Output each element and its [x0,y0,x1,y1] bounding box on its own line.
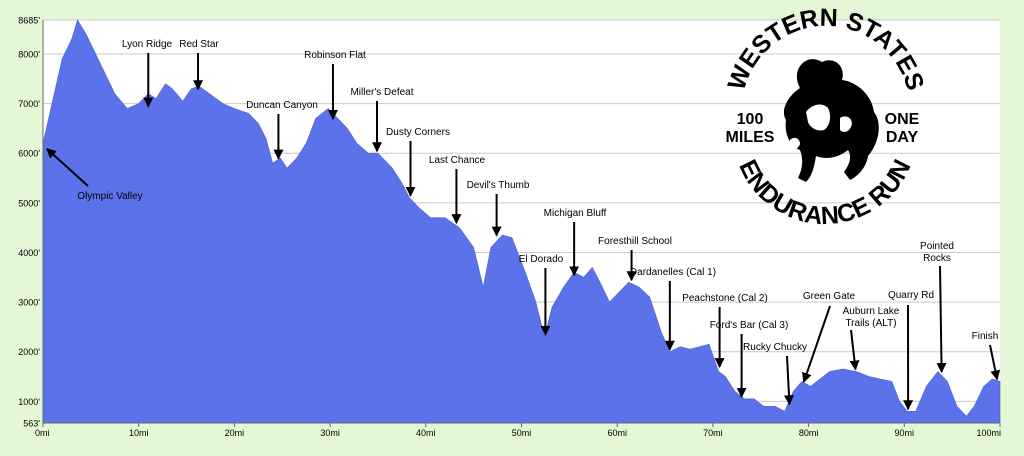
annotation-label: Last Chance [429,155,486,166]
y-tick-label: 2000' [18,347,40,357]
x-tick-label: 60mi [607,428,627,438]
annotation-label: Quarry Rd [888,290,934,301]
x-tick-label: 80mi [799,428,819,438]
annotation-label: Devil's Thumb [467,180,530,191]
x-tick-label: 0mi [35,428,50,438]
annotation-label: Robinson Flat [304,50,366,61]
x-tick-label: 50mi [512,428,532,438]
annotation-label: Foresthill School [598,236,672,247]
annotation-label: Peachstone (Cal 2) [682,293,768,304]
y-tick-label: 8000' [18,49,40,59]
logo-left-text-2: MILES [726,129,775,146]
annotation-label: Duncan Canyon [246,100,318,111]
logo-right-text-2: DAY [886,129,919,146]
annotation-label: Dusty Corners [386,127,450,138]
x-tick-label: 40mi [416,428,436,438]
annotation-label: Olympic Valley [77,191,142,202]
annotation-label: Lyon Ridge [122,39,173,50]
logo-left-text-1: 100 [737,111,764,128]
y-tick-label: 1000' [18,397,40,407]
x-tick-label: 20mi [225,428,245,438]
y-tick-label: 5000' [18,198,40,208]
x-tick-label: 10mi [129,428,149,438]
annotation-label: Finish [972,331,999,342]
annotation-label: Ford's Bar (Cal 3) [710,320,789,331]
y-tick-label: 6000' [18,149,40,159]
annotation-label: Michigan Bluff [544,208,607,219]
annotation-label: Miller's Defeat [350,87,413,98]
y-tick-label: 563' [23,419,40,429]
x-tick-label: 90mi [895,428,915,438]
y-tick-label: 3000' [18,298,40,308]
x-tick-label: 30mi [320,428,340,438]
annotation-label: Red Star [179,39,219,50]
x-tick-label: 70mi [703,428,723,438]
y-tick-label: 4000' [18,248,40,258]
annotation-label: El Dorado [519,254,564,265]
annotation-label: Rucky Chucky [743,342,807,353]
x-tick-label: 100mi [976,428,1001,438]
y-tick-label: 7000' [18,99,40,109]
logo-right-text-1: ONE [885,111,920,128]
y-tick-label: 8685' [18,16,40,26]
annotation-label: Dardanelles (Cal 1) [630,267,716,278]
annotation-label: Green Gate [803,291,856,302]
